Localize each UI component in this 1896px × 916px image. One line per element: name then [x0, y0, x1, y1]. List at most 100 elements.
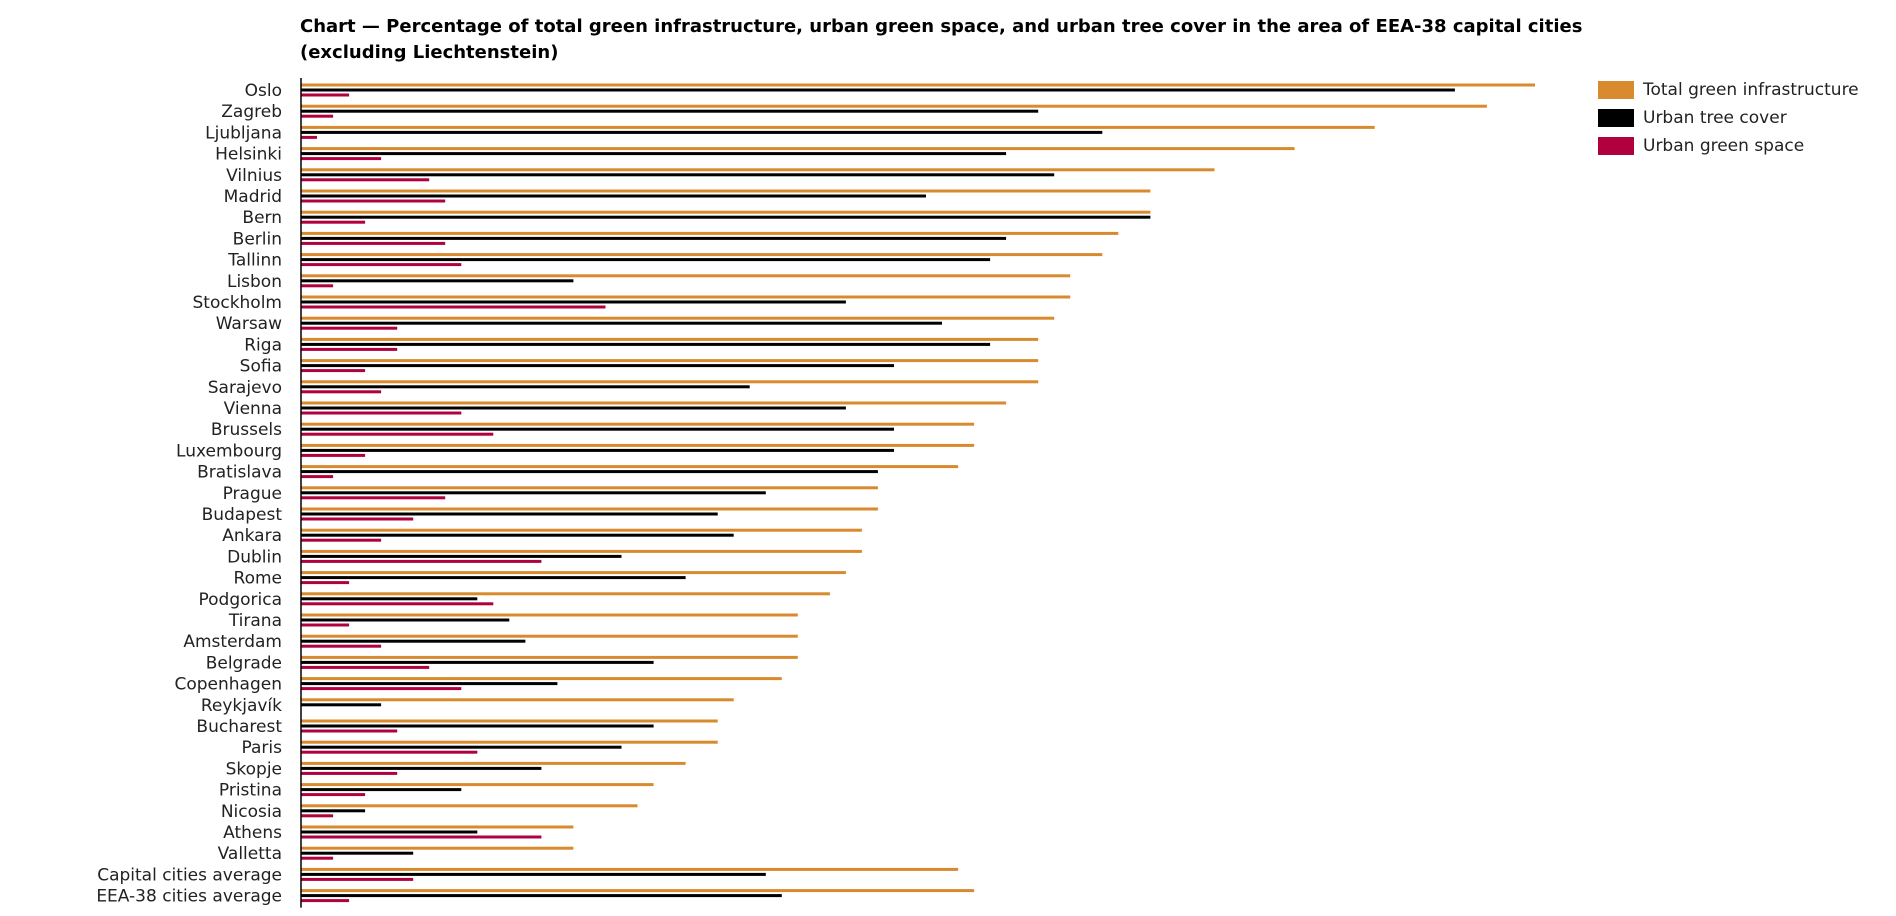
bar-urban-tree-cover-nicosia[interactable]: [301, 809, 366, 813]
bar-urban-tree-cover-ankara[interactable]: [301, 533, 734, 537]
bar-urban-tree-cover-luxembourg[interactable]: [301, 448, 894, 452]
bar-urban-green-space-zagreb[interactable]: [301, 114, 334, 118]
bar-urban-tree-cover-tallinn[interactable]: [301, 258, 991, 262]
bar-urban-green-space-oslo[interactable]: [301, 93, 350, 97]
bar-urban-green-space-bucharest[interactable]: [301, 729, 398, 733]
bar-urban-tree-cover-tirana[interactable]: [301, 618, 510, 622]
bar-urban-green-space-podgorica[interactable]: [301, 602, 494, 606]
bar-total-green-infrastructure-capital-cities-average[interactable]: [301, 867, 959, 871]
bar-total-green-infrastructure-eea-38-cities-average[interactable]: [301, 889, 975, 893]
bar-urban-tree-cover-warsaw[interactable]: [301, 321, 942, 325]
bar-urban-green-space-skopje[interactable]: [301, 771, 398, 775]
bar-urban-green-space-budapest[interactable]: [301, 517, 414, 521]
bar-total-green-infrastructure-copenhagen[interactable]: [301, 677, 782, 681]
bar-total-green-infrastructure-brussels[interactable]: [301, 422, 975, 426]
bar-total-green-infrastructure-athens[interactable]: [301, 825, 574, 829]
bar-total-green-infrastructure-valletta[interactable]: [301, 846, 574, 850]
bar-total-green-infrastructure-riga[interactable]: [301, 337, 1039, 341]
bar-total-green-infrastructure-prague[interactable]: [301, 486, 878, 490]
bar-total-green-infrastructure-luxembourg[interactable]: [301, 443, 975, 447]
bar-urban-tree-cover-sofia[interactable]: [301, 364, 894, 368]
bar-urban-tree-cover-paris[interactable]: [301, 745, 622, 749]
bar-total-green-infrastructure-skopje[interactable]: [301, 761, 686, 765]
bar-total-green-infrastructure-berlin[interactable]: [301, 231, 1119, 235]
bar-total-green-infrastructure-amsterdam[interactable]: [301, 634, 798, 638]
bar-total-green-infrastructure-rome[interactable]: [301, 571, 846, 575]
bar-urban-tree-cover-podgorica[interactable]: [301, 597, 478, 601]
bar-total-green-infrastructure-vilnius[interactable]: [301, 168, 1215, 172]
bar-urban-green-space-riga[interactable]: [301, 347, 398, 351]
bar-urban-green-space-amsterdam[interactable]: [301, 644, 382, 648]
bar-urban-green-space-ljubljana[interactable]: [301, 135, 317, 139]
bar-urban-green-space-bern[interactable]: [301, 220, 366, 224]
bar-urban-green-space-vienna[interactable]: [301, 411, 462, 415]
bar-urban-green-space-nicosia[interactable]: [301, 814, 334, 818]
bar-urban-green-space-lisbon[interactable]: [301, 284, 334, 288]
bar-urban-green-space-sofia[interactable]: [301, 369, 366, 373]
bar-total-green-infrastructure-tirana[interactable]: [301, 613, 798, 617]
bar-total-green-infrastructure-helsinki[interactable]: [301, 147, 1295, 151]
bar-urban-tree-cover-dublin[interactable]: [301, 554, 622, 558]
bar-total-green-infrastructure-belgrade[interactable]: [301, 655, 798, 659]
bar-urban-tree-cover-prague[interactable]: [301, 491, 766, 495]
bar-total-green-infrastructure-lisbon[interactable]: [301, 274, 1071, 278]
bar-total-green-infrastructure-oslo[interactable]: [301, 83, 1535, 87]
bar-urban-tree-cover-zagreb[interactable]: [301, 109, 1039, 113]
bar-urban-green-space-luxembourg[interactable]: [301, 453, 366, 457]
bar-total-green-infrastructure-madrid[interactable]: [301, 189, 1151, 193]
bar-total-green-infrastructure-stockholm[interactable]: [301, 295, 1071, 299]
bar-total-green-infrastructure-budapest[interactable]: [301, 507, 878, 511]
legend-item-urban-tree-cover[interactable]: Urban tree cover: [1598, 104, 1859, 132]
bar-urban-green-space-valletta[interactable]: [301, 856, 334, 860]
bar-total-green-infrastructure-podgorica[interactable]: [301, 592, 830, 596]
bar-urban-tree-cover-amsterdam[interactable]: [301, 639, 526, 643]
bar-urban-tree-cover-skopje[interactable]: [301, 766, 542, 770]
bar-urban-green-space-copenhagen[interactable]: [301, 687, 462, 691]
bar-urban-tree-cover-riga[interactable]: [301, 342, 991, 346]
bar-urban-green-space-brussels[interactable]: [301, 432, 494, 436]
bar-urban-tree-cover-bucharest[interactable]: [301, 724, 654, 728]
bar-urban-tree-cover-berlin[interactable]: [301, 236, 1007, 240]
bar-urban-green-space-bratislava[interactable]: [301, 475, 334, 479]
bar-urban-green-space-eea-38-cities-average[interactable]: [301, 899, 350, 903]
bar-urban-tree-cover-athens[interactable]: [301, 830, 478, 834]
bar-urban-tree-cover-vienna[interactable]: [301, 406, 846, 410]
bar-total-green-infrastructure-tallinn[interactable]: [301, 253, 1103, 257]
bar-urban-tree-cover-lisbon[interactable]: [301, 279, 574, 283]
bar-urban-green-space-ankara[interactable]: [301, 538, 382, 542]
bar-urban-green-space-madrid[interactable]: [301, 199, 446, 203]
bar-urban-tree-cover-vilnius[interactable]: [301, 173, 1055, 177]
bar-total-green-infrastructure-bern[interactable]: [301, 210, 1151, 214]
bar-urban-green-space-pristina[interactable]: [301, 793, 366, 797]
bar-urban-green-space-sarajevo[interactable]: [301, 390, 382, 394]
bar-total-green-infrastructure-sofia[interactable]: [301, 359, 1039, 363]
bar-urban-tree-cover-eea-38-cities-average[interactable]: [301, 894, 782, 898]
bar-urban-green-space-paris[interactable]: [301, 750, 478, 754]
bar-urban-green-space-warsaw[interactable]: [301, 326, 398, 330]
bar-urban-tree-cover-bern[interactable]: [301, 215, 1151, 219]
bar-urban-tree-cover-sarajevo[interactable]: [301, 385, 750, 389]
bar-total-green-infrastructure-vienna[interactable]: [301, 401, 1007, 405]
bar-urban-green-space-prague[interactable]: [301, 496, 446, 500]
bar-total-green-infrastructure-pristina[interactable]: [301, 783, 654, 787]
bar-urban-green-space-stockholm[interactable]: [301, 305, 606, 309]
bar-urban-tree-cover-pristina[interactable]: [301, 788, 462, 792]
bar-total-green-infrastructure-nicosia[interactable]: [301, 804, 638, 808]
bar-urban-tree-cover-belgrade[interactable]: [301, 660, 654, 664]
bar-urban-tree-cover-helsinki[interactable]: [301, 152, 1007, 156]
bar-urban-tree-cover-rome[interactable]: [301, 576, 686, 580]
bar-urban-green-space-berlin[interactable]: [301, 241, 446, 245]
bar-urban-tree-cover-madrid[interactable]: [301, 194, 926, 198]
bar-total-green-infrastructure-zagreb[interactable]: [301, 104, 1487, 108]
bar-urban-tree-cover-brussels[interactable]: [301, 427, 894, 431]
bar-urban-green-space-tirana[interactable]: [301, 623, 350, 627]
bar-total-green-infrastructure-bucharest[interactable]: [301, 719, 718, 723]
bar-urban-green-space-belgrade[interactable]: [301, 665, 430, 669]
bar-urban-tree-cover-ljubljana[interactable]: [301, 130, 1103, 134]
bar-urban-tree-cover-stockholm[interactable]: [301, 300, 846, 304]
bar-total-green-infrastructure-ljubljana[interactable]: [301, 125, 1375, 129]
bar-urban-green-space-dublin[interactable]: [301, 559, 542, 563]
bar-urban-tree-cover-reykjavik[interactable]: [301, 703, 382, 707]
bar-urban-tree-cover-budapest[interactable]: [301, 512, 718, 516]
bar-total-green-infrastructure-sarajevo[interactable]: [301, 380, 1039, 384]
